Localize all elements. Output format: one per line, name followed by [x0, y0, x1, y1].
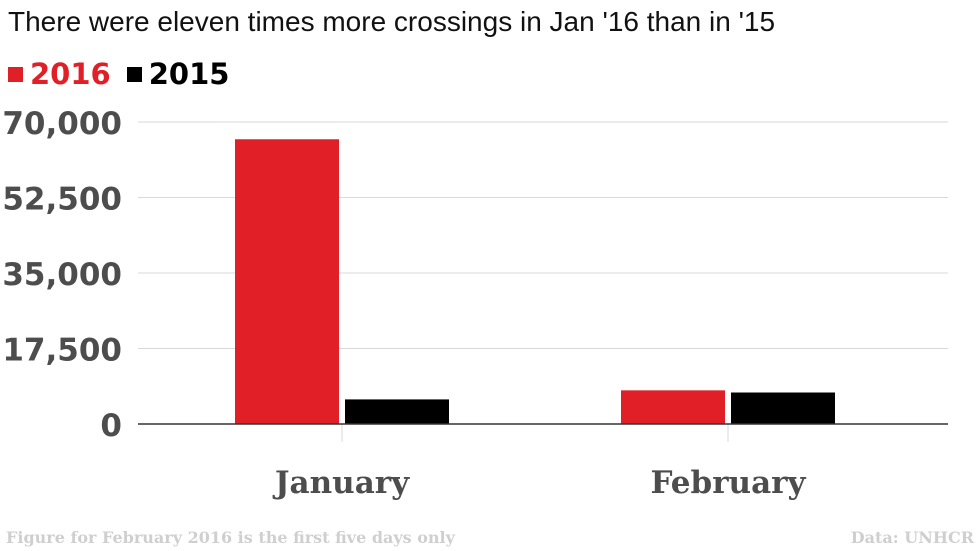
- chart-source: Data: UNHCR: [850, 528, 974, 547]
- y-tick-label: 0: [100, 408, 122, 444]
- bar-2015-january: [345, 399, 449, 424]
- chart-legend: 2016 2015: [8, 56, 245, 92]
- legend-swatch-2015: [126, 66, 142, 82]
- legend-item-2016: 2016: [8, 57, 111, 91]
- bar-2015-february: [731, 392, 835, 424]
- bar-2016-february: [621, 390, 725, 424]
- x-tick-label: February: [650, 465, 806, 501]
- chart-footnote: Figure for February 2016 is the first fi…: [6, 528, 455, 547]
- chart-title: There were eleven times more crossings i…: [8, 6, 776, 37]
- y-tick-label: 17,500: [2, 333, 122, 369]
- legend-label-2016: 2016: [30, 57, 111, 91]
- y-tick-label: 52,500: [2, 182, 122, 218]
- y-tick-label: 35,000: [2, 257, 122, 293]
- legend-item-2015: 2015: [126, 57, 230, 91]
- legend-swatch-2016: [8, 66, 23, 82]
- bar-chart: 0 17,500 35,000 52,500 70,000 January February: [2, 106, 948, 501]
- legend-label-2015: 2015: [148, 57, 230, 91]
- bar-2016-january: [235, 139, 339, 424]
- x-tick-label: January: [272, 465, 410, 501]
- y-tick-label: 70,000: [2, 106, 122, 142]
